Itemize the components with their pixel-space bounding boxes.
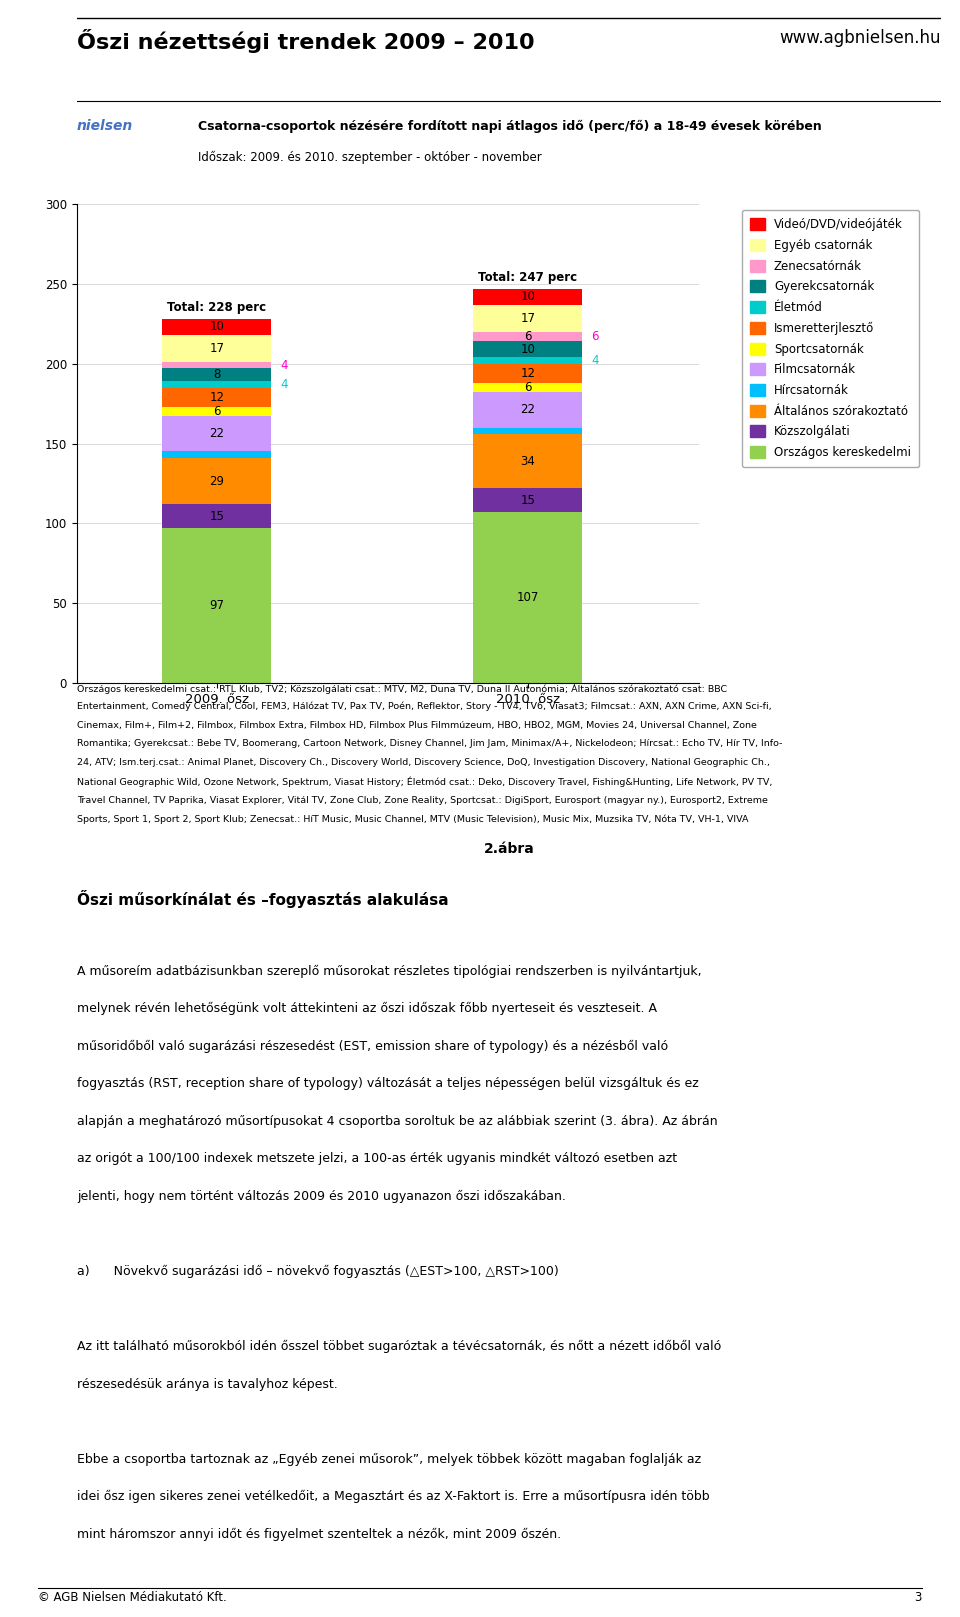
Text: idei ősz igen sikeres zenei vetélkedőit, a Megasztárt és az X-Faktort is. Erre a: idei ősz igen sikeres zenei vetélkedőit,… (77, 1491, 709, 1504)
Text: 24, ATV; Ism.terj.csat.: Animal Planet, Discovery Ch., Discovery World, Discover: 24, ATV; Ism.terj.csat.: Animal Planet, … (77, 758, 770, 766)
Text: részesedésük aránya is tavalyhoz képest.: részesedésük aránya is tavalyhoz képest. (77, 1378, 338, 1391)
Text: National Geographic Wild, Ozone Network, Spektrum, Viasat History; Életmód csat.: National Geographic Wild, Ozone Network,… (77, 776, 772, 787)
Text: 3: 3 (914, 1591, 922, 1604)
Text: © AGB Nielsen Médiakutató Kft.: © AGB Nielsen Médiakutató Kft. (38, 1591, 228, 1604)
Text: www.agbnielsen.hu: www.agbnielsen.hu (780, 29, 941, 47)
Text: Cinemax, Film+, Film+2, Filmbox, Filmbox Extra, Filmbox HD, Filmbox Plus Filmmúz: Cinemax, Film+, Film+2, Filmbox, Filmbox… (77, 721, 756, 729)
Text: műsoridőből való sugarázási részesedést (EST, emission share of typology) és a n: műsoridőből való sugarázási részesedést … (77, 1040, 668, 1053)
Text: Entertainment, Comedy Central, Cool, FEM3, Hálózat TV, Pax TV, Poén, Reflektor, : Entertainment, Comedy Central, Cool, FEM… (77, 702, 772, 711)
Text: Őszi műsorkínálat és –fogyasztás alakulása: Őszi műsorkínálat és –fogyasztás alakulá… (77, 889, 448, 907)
Text: Őszi nézettségi trendek 2009 – 2010: Őszi nézettségi trendek 2009 – 2010 (77, 29, 535, 53)
Text: alapján a meghatározó műsortípusokat 4 csoportba soroltuk be az alábbiak szerint: alapján a meghatározó műsortípusokat 4 c… (77, 1114, 717, 1127)
Text: Romantika; Gyerekcsat.: Bebe TV, Boomerang, Cartoon Network, Disney Channel, Jim: Romantika; Gyerekcsat.: Bebe TV, Boomera… (77, 739, 782, 749)
Text: melynek révén lehetőségünk volt áttekinteni az őszi időszak főbb nyerteseit és v: melynek révén lehetőségünk volt áttekint… (77, 1003, 657, 1015)
Text: az origót a 100/100 indexek metszete jelzi, a 100-as érték ugyanis mindkét válto: az origót a 100/100 indexek metszete jel… (77, 1153, 677, 1166)
Text: Csatorna-csoportok nézésére fordított napi átlagos idő (perc/fő) a 18-49 évesek : Csatorna-csoportok nézésére fordított na… (198, 120, 822, 133)
Text: nielsen: nielsen (77, 120, 133, 134)
Text: Travel Channel, TV Paprika, Viasat Explorer, Vitál TV, Zone Club, Zone Reality, : Travel Channel, TV Paprika, Viasat Explo… (77, 796, 768, 805)
Text: Időszak: 2009. és 2010. szeptember - október - november: Időszak: 2009. és 2010. szeptember - okt… (198, 150, 541, 163)
Text: Országos kereskedelmi csat.: RTL Klub, TV2; Közszolgálati csat.: MTV, M2, Duna T: Országos kereskedelmi csat.: RTL Klub, T… (77, 682, 727, 694)
Text: A műsoreím adatbázisunkban szereplő műsorokat részletes tipológiai rendszerben i: A műsoreím adatbázisunkban szereplő műso… (77, 965, 702, 978)
Text: mint háromszor annyi időt és figyelmet szenteltek a nézők, mint 2009 őszén.: mint háromszor annyi időt és figyelmet s… (77, 1528, 561, 1541)
Text: Ebbe a csoportba tartoznak az „Egyéb zenei műsorok”, melyek többek között magaba: Ebbe a csoportba tartoznak az „Egyéb zen… (77, 1452, 701, 1465)
Text: jelenti, hogy nem történt változás 2009 és 2010 ugyanazon őszi időszakában.: jelenti, hogy nem történt változás 2009 … (77, 1190, 565, 1203)
Text: fogyasztás (RST, reception share of typology) változását a teljes népességen bel: fogyasztás (RST, reception share of typo… (77, 1077, 699, 1090)
Text: a)      Növekvő sugarázási idő – növekvő fogyasztás (△EST>100, △RST>100): a) Növekvő sugarázási idő – növekvő fogy… (77, 1264, 559, 1277)
Text: 2.ábra: 2.ábra (484, 842, 534, 855)
Text: Az itt található műsorokból idén ősszel többet sugaróztak a tévécsatornák, és nő: Az itt található műsorokból idén ősszel … (77, 1340, 721, 1353)
Text: Sports, Sport 1, Sport 2, Sport Klub; Zenecsat.: HíT Music, Music Channel, MTV (: Sports, Sport 1, Sport 2, Sport Klub; Ze… (77, 815, 748, 825)
